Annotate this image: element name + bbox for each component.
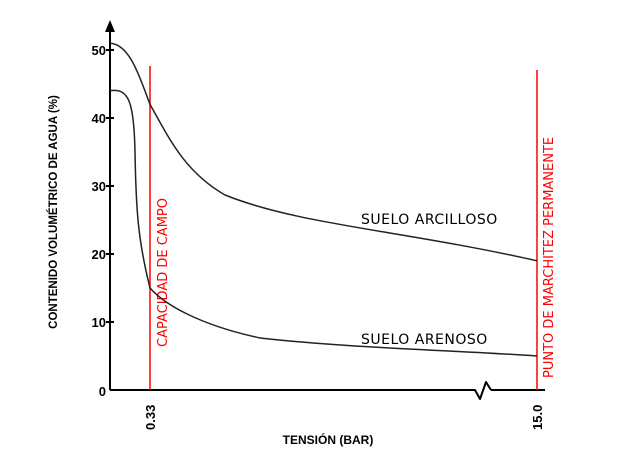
reference-label-marchitez: PUNTO DE MARCHITEZ PERMANENTE [542, 137, 557, 378]
y-tick-label: 30 [92, 179, 106, 194]
x-tick-label: 15.0 [530, 405, 545, 430]
x-tick-label: 0.33 [143, 405, 158, 430]
series-label-arcilloso: SUELO ARCILLOSO [361, 212, 498, 228]
reference-lines: CAPACIDAD DE CAMPO PUNTO DE MARCHITEZ PER… [149, 66, 557, 390]
x-axis-break [463, 381, 492, 400]
labels: 0.33 15.0 TENSIÓN (BAR) CONTENIDO VOLUMÉTRI… [47, 95, 545, 447]
y-axis-title: CONTENIDO VOLUMÉTRICO DE AGUA (%) [47, 95, 60, 329]
curves [109, 42, 538, 357]
reference-label-capacidad: CAPACIDAD DE CAMPO [156, 198, 171, 347]
axes: 50 40 30 20 10 0 [92, 20, 545, 400]
y-tick-label: 0 [99, 384, 106, 399]
curve-arenoso [109, 89, 538, 357]
y-tick-label: 40 [92, 111, 106, 126]
series-label-arenoso: SUELO ARENOSO [361, 332, 488, 348]
y-tick-label: 10 [92, 315, 106, 330]
y-tick-label: 50 [92, 43, 106, 58]
y-axis-arrow [105, 20, 115, 32]
curve-arcilloso [109, 42, 538, 262]
y-tick-label: 20 [92, 247, 106, 262]
x-axis-title: TENSIÓN (BAR) [283, 432, 374, 447]
